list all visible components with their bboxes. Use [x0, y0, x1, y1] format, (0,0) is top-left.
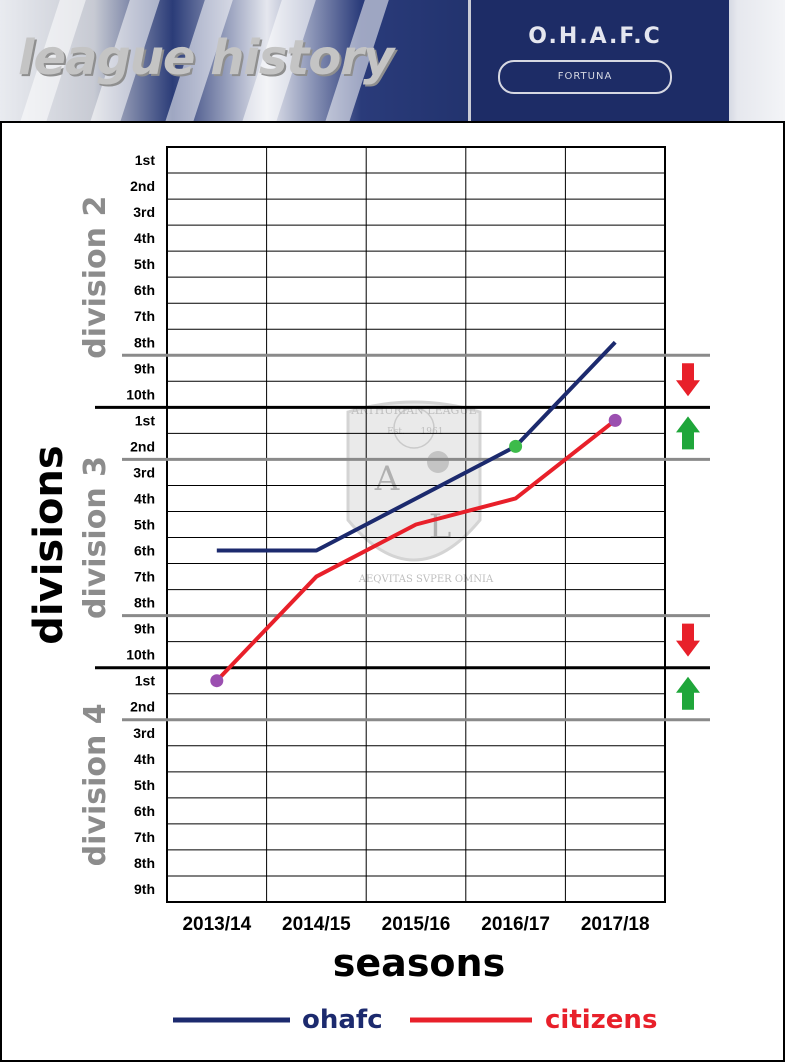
y-tick-labels: 1st 2nd 3rd 4th 5th 6th 7th 8th 9th 10th 1st 2nd 3rd…	[126, 152, 155, 897]
y-tick-label: 5th	[134, 256, 155, 272]
series-line-citizens	[215, 418, 617, 683]
y-tick-label: 1st	[135, 152, 156, 168]
legend-label-citizens: citizens	[545, 1005, 657, 1035]
x-tick-label: 2013/14	[182, 914, 251, 935]
promotion-relegation-arrows	[676, 363, 700, 710]
y-tick-label: 9th	[134, 881, 155, 897]
crest-name: O.H.A.F.C	[528, 24, 662, 49]
y-tick-label: 6th	[134, 282, 155, 298]
x-axis-label: seasons	[333, 941, 505, 985]
y-axis-label: divisions	[26, 445, 72, 644]
football-icon	[427, 451, 449, 473]
y-tick-label: 4th	[134, 490, 155, 506]
series-line-ohafc	[216, 340, 617, 553]
page-title: league history	[18, 30, 394, 86]
league-watermark-logo: ARTHURIAN LEAGUE Est. 1961 A L AEQVITAS …	[346, 400, 494, 585]
crest-motto: FORTUNA	[498, 60, 672, 94]
promoted-marker	[509, 439, 523, 453]
y-tick-label: 10th	[126, 386, 155, 402]
y-tick-label: 2nd	[130, 699, 155, 715]
y-tick-label: 4th	[134, 751, 155, 767]
shield-icon	[346, 400, 482, 562]
y-tick-label: 7th	[134, 829, 155, 845]
y-tick-label: 6th	[134, 803, 155, 819]
division-label: division 4	[78, 703, 113, 866]
y-tick-label: 2nd	[130, 178, 155, 194]
plot-area-border	[166, 146, 666, 903]
x-tick-label: 2016/17	[481, 914, 550, 935]
division-label: division 2	[78, 196, 113, 359]
y-tick-label: 3rd	[133, 464, 155, 480]
watermark-letter-l: L	[429, 507, 452, 547]
division-label: division 3	[78, 456, 113, 619]
arrow-down-icon	[676, 363, 700, 397]
y-tick-label: 9th	[134, 360, 155, 376]
x-tick-label: 2014/15	[282, 914, 351, 935]
y-tick-label: 6th	[134, 543, 155, 559]
x-tick-labels: 2013/14 2014/15 2015/16 2016/17 2017/18	[182, 914, 649, 935]
series-lines	[215, 340, 617, 683]
y-tick-label: 1st	[135, 673, 156, 689]
arrow-up-icon	[676, 676, 700, 710]
y-tick-label: 7th	[134, 569, 155, 585]
legend: ohafc citizens	[173, 1005, 657, 1035]
y-tick-label: 7th	[134, 308, 155, 324]
chart-frame	[0, 121, 785, 1062]
arrow-down-icon	[676, 623, 700, 657]
champion-marker	[608, 413, 622, 427]
y-tick-label: 10th	[126, 647, 155, 663]
x-tick-label: 2017/18	[581, 914, 650, 935]
y-tick-label: 5th	[134, 517, 155, 533]
x-tick-label: 2015/16	[382, 914, 451, 935]
y-tick-label: 4th	[134, 230, 155, 246]
champion-marker	[210, 674, 224, 688]
division-labels: division 2 division 3 division 4	[78, 196, 113, 867]
y-tick-label: 8th	[134, 595, 155, 611]
y-tick-label: 5th	[134, 777, 155, 793]
grid-layer	[95, 146, 710, 903]
watermark-est: Est.	[387, 427, 405, 437]
y-tick-label: 2nd	[130, 438, 155, 454]
series-markers	[210, 413, 622, 688]
y-tick-label: 3rd	[133, 725, 155, 741]
watermark-year: 1961	[421, 427, 444, 437]
y-tick-label: 8th	[134, 855, 155, 871]
y-tick-label: 1st	[135, 412, 156, 428]
y-tick-label: 8th	[134, 334, 155, 350]
watermark-letter-a: A	[374, 459, 400, 499]
arrow-up-icon	[676, 416, 700, 450]
legend-label-ohafc: ohafc	[302, 1005, 383, 1035]
watermark-bottom-text: AEQVITAS SVPER OMNIA	[358, 574, 494, 585]
header-banner: O.H.A.F.C FORTUNA league history	[0, 0, 785, 122]
y-tick-label: 9th	[134, 621, 155, 637]
y-tick-label: 3rd	[133, 204, 155, 220]
